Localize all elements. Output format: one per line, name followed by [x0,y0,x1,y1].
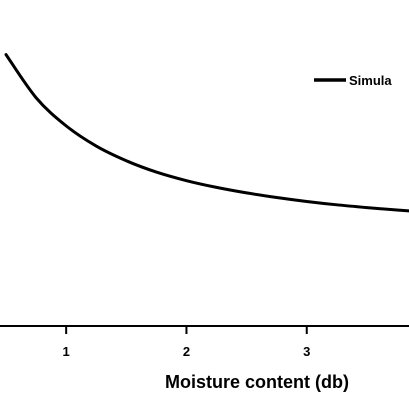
legend: Simula [314,73,392,88]
x-tick-labels: 1 2 3 [63,344,311,359]
series-layer [4,53,409,213]
x-tick-label-1: 1 [63,344,70,359]
x-tick-label-3: 3 [303,344,310,359]
x-axis-label: Moisture content (db) [165,372,349,392]
x-tick-label-2: 2 [183,344,190,359]
series-line-0 [4,53,409,213]
legend-label: Simula [349,73,392,88]
x-ticks [65,326,308,334]
